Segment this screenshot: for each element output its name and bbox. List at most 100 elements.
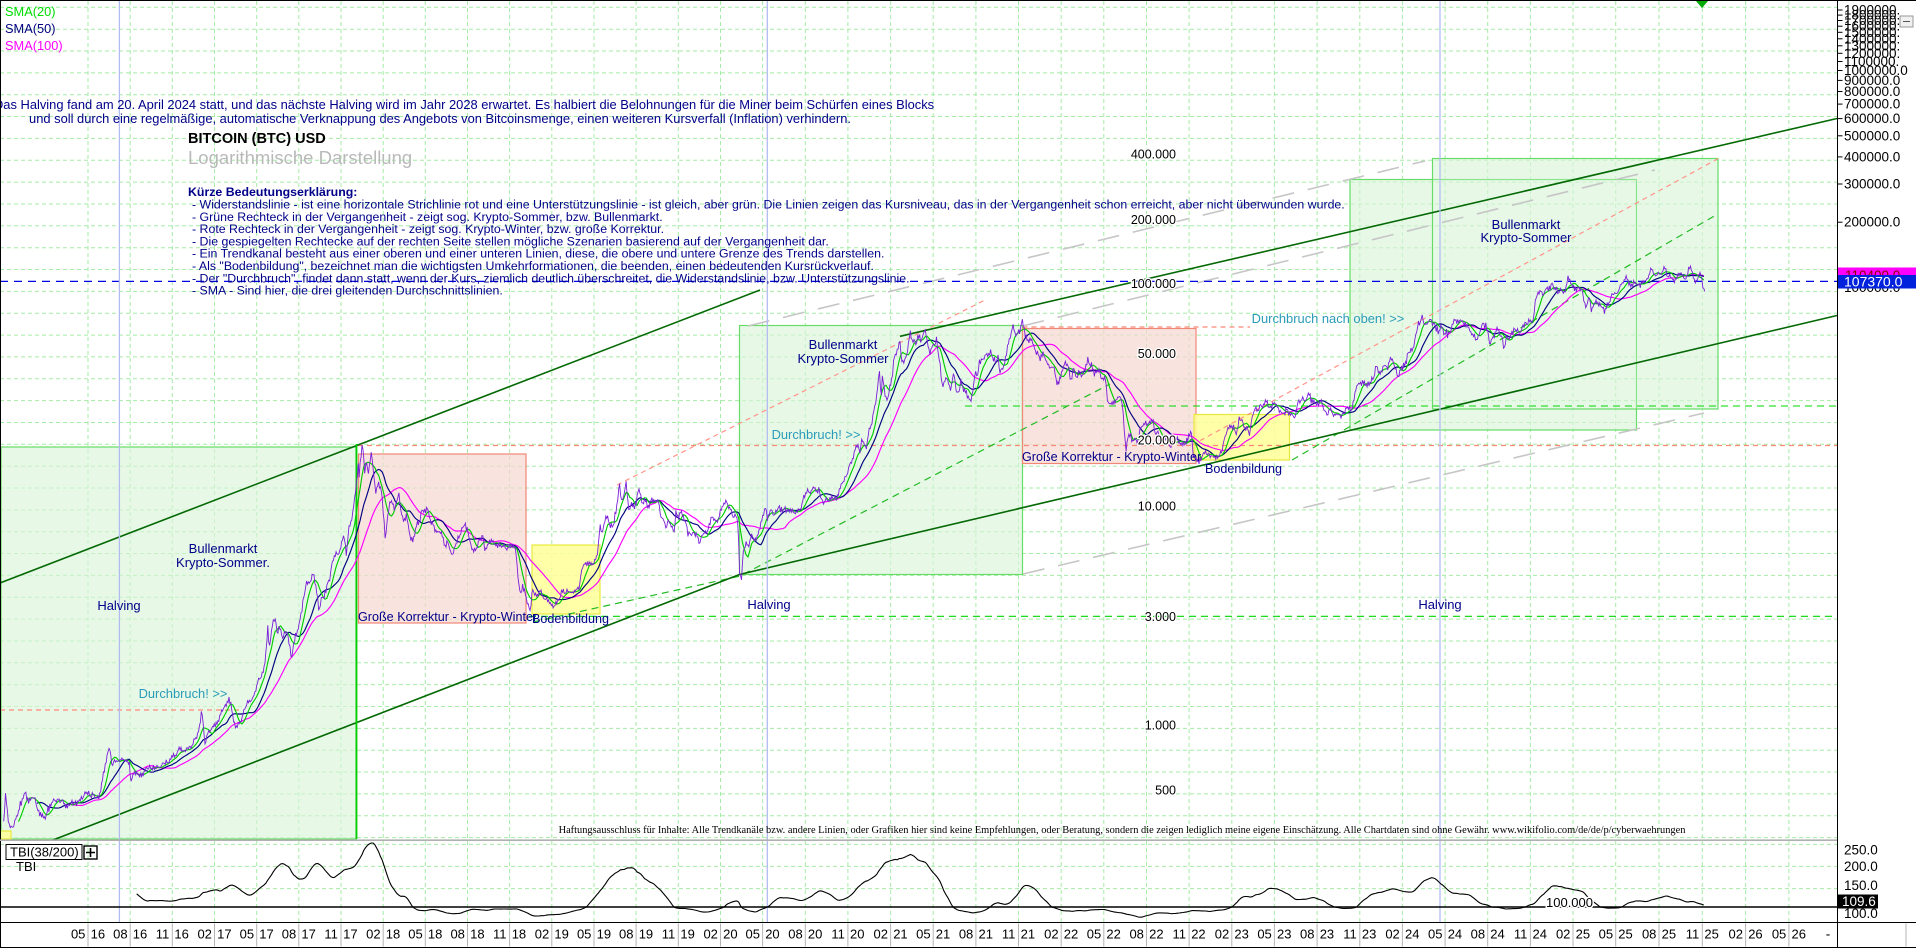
svg-text:100.0: 100.0 — [1844, 906, 1878, 921]
svg-text:1500000.: 1500000. — [1844, 25, 1900, 40]
svg-text:11 25: 11 25 — [1686, 927, 1719, 942]
svg-text:08 23: 08 23 — [1300, 927, 1334, 942]
svg-text:- Die gespiegelten Rechtecke a: - Die gespiegelten Rechtecke auf der rec… — [192, 234, 829, 248]
svg-text:08 16: 08 16 — [113, 927, 147, 942]
svg-text:TBI: TBI — [16, 859, 36, 874]
svg-text:Bullenmarkt: Bullenmarkt — [809, 337, 878, 352]
svg-text:11 18: 11 18 — [493, 927, 526, 942]
svg-text:800000.0: 800000.0 — [1844, 84, 1900, 99]
svg-text:900000.0: 900000.0 — [1844, 73, 1900, 88]
svg-text:11 24: 11 24 — [1514, 927, 1547, 942]
svg-text:02 23: 02 23 — [1215, 927, 1249, 942]
svg-text:05 26: 05 26 — [1772, 927, 1806, 942]
svg-text:11 19: 11 19 — [662, 927, 695, 942]
svg-text:05 20: 05 20 — [746, 927, 780, 942]
svg-text:100.000: 100.000 — [1546, 895, 1593, 910]
svg-text:08 20: 08 20 — [788, 927, 822, 942]
svg-text:20.000: 20.000 — [1138, 434, 1176, 448]
svg-text:700000.0: 700000.0 — [1844, 97, 1900, 112]
svg-text:50.000: 50.000 — [1138, 347, 1176, 361]
svg-text:300000.0: 300000.0 — [1844, 177, 1900, 192]
svg-text:11 17: 11 17 — [324, 927, 357, 942]
svg-text:05 21: 05 21 — [916, 927, 950, 942]
svg-text:11 21: 11 21 — [1002, 927, 1035, 942]
svg-text:02 26: 02 26 — [1729, 927, 1763, 942]
svg-text:02 22: 02 22 — [1044, 927, 1078, 942]
svg-text:- Grüne Rechteck in der Vergan: - Grüne Rechteck in der Vergangenheit - … — [192, 210, 663, 224]
svg-text:05 22: 05 22 — [1087, 927, 1121, 942]
svg-text:Das Halving fand am 20. April: Das Halving fand am 20. April 2024 statt… — [0, 97, 934, 112]
svg-text:107370.0: 107370.0 — [1844, 274, 1903, 290]
svg-text:02 19: 02 19 — [535, 927, 569, 942]
svg-text:Kürze Bedeutungserklärung:: Kürze Bedeutungserklärung: — [188, 185, 357, 199]
svg-text:- SMA - Sind hier, die drei gl: - SMA - Sind hier, die drei gleitenden D… — [192, 284, 503, 298]
svg-text:600000.0: 600000.0 — [1844, 111, 1900, 126]
svg-text:Krypto-Sommer: Krypto-Sommer — [797, 351, 889, 366]
svg-text:08 18: 08 18 — [450, 927, 484, 942]
svg-text:200.0: 200.0 — [1844, 859, 1878, 874]
svg-text:Bullenmarkt: Bullenmarkt — [1492, 217, 1561, 232]
svg-text:Krypto-Sommer.: Krypto-Sommer. — [176, 555, 270, 570]
svg-text:Halving: Halving — [1418, 597, 1461, 612]
svg-text:1000000.0: 1000000.0 — [1844, 63, 1908, 78]
svg-text:Durchbruch nach oben! >>: Durchbruch nach oben! >> — [1252, 311, 1405, 326]
svg-text:1600000.: 1600000. — [1844, 19, 1900, 34]
svg-text:Haftungsausschluss für Inhalte: Haftungsausschluss für Inhalte: Alle Tre… — [559, 825, 1687, 836]
svg-text:250.0: 250.0 — [1844, 843, 1878, 858]
svg-text:08 21: 08 21 — [959, 927, 993, 942]
svg-text:08 25: 08 25 — [1642, 927, 1676, 942]
svg-text:11 23: 11 23 — [1343, 927, 1376, 942]
svg-text:SMA(100): SMA(100) — [5, 38, 63, 53]
svg-text:05 25: 05 25 — [1599, 927, 1633, 942]
svg-text:Halving: Halving — [747, 597, 790, 612]
svg-text:Logarithmische Darstellung: Logarithmische Darstellung — [188, 147, 412, 168]
svg-text:SMA(50): SMA(50) — [5, 21, 56, 36]
svg-text:05 17: 05 17 — [240, 927, 274, 942]
svg-text:1200000.: 1200000. — [1844, 46, 1900, 61]
svg-text:- Widerstandslinie - ist eine: - Widerstandslinie - ist eine horizontal… — [192, 198, 1345, 212]
svg-text:Halving: Halving — [97, 598, 140, 613]
svg-text:100.000: 100.000 — [1131, 277, 1176, 291]
svg-text:BITCOIN (BTC) USD: BITCOIN (BTC) USD — [188, 131, 326, 147]
svg-text:- Ein Trendkanal besteht aus e: - Ein Trendkanal besteht aus einer obere… — [192, 247, 884, 261]
svg-text:Große Korrektur - Krypto-Winte: Große Korrektur - Krypto-Winter — [358, 610, 537, 624]
svg-text:1700000.: 1700000. — [1844, 13, 1900, 28]
svg-text:1800000.: 1800000. — [1844, 8, 1900, 23]
svg-text:08 17: 08 17 — [282, 927, 316, 942]
svg-text:-: - — [1826, 927, 1831, 942]
svg-text:Durchbruch! >>: Durchbruch! >> — [772, 427, 861, 442]
svg-text:und soll durch eine regelmäßig: und soll durch eine regelmäßige, automat… — [29, 111, 851, 126]
svg-text:05 23: 05 23 — [1257, 927, 1291, 942]
svg-text:Bullenmarkt: Bullenmarkt — [189, 541, 258, 556]
svg-text:500000.0: 500000.0 — [1844, 128, 1900, 143]
svg-text:11 20: 11 20 — [831, 927, 864, 942]
svg-text:TBI(38/200): TBI(38/200) — [10, 845, 79, 860]
svg-text:Große Korrektur - Krypto-Winte: Große Korrektur - Krypto-Winter — [1022, 450, 1201, 464]
svg-text:1300000.: 1300000. — [1844, 38, 1900, 53]
svg-text:- Der "Durchbruch", findet dan: - Der "Durchbruch", findet dann statt, w… — [192, 271, 910, 285]
svg-text:02 25: 02 25 — [1556, 927, 1590, 942]
svg-text:Bodenbildung: Bodenbildung — [532, 612, 609, 626]
svg-text:1.000: 1.000 — [1145, 718, 1176, 732]
svg-text:11 16: 11 16 — [156, 927, 189, 942]
svg-text:05 19: 05 19 — [577, 927, 611, 942]
svg-text:- Rote Rechteck in der Vergang: - Rote Rechteck in der Vergangenheit - z… — [192, 222, 664, 236]
svg-text:02 20: 02 20 — [703, 927, 737, 942]
svg-text:10.000: 10.000 — [1138, 499, 1176, 513]
svg-text:500: 500 — [1155, 784, 1176, 798]
svg-text:08 19: 08 19 — [619, 927, 653, 942]
svg-text:Bodenbildung: Bodenbildung — [1205, 462, 1282, 476]
svg-text:3.000: 3.000 — [1145, 610, 1176, 624]
svg-text:02 17: 02 17 — [197, 927, 231, 942]
svg-text:- Als "Bodenbildung", bezeichn: - Als "Bodenbildung", bezeichnet man die… — [192, 259, 874, 273]
svg-text:08 24: 08 24 — [1471, 927, 1505, 942]
svg-text:1100000.: 1100000. — [1844, 54, 1899, 69]
svg-text:05 18: 05 18 — [408, 927, 442, 942]
svg-text:400.000: 400.000 — [1131, 148, 1176, 162]
svg-text:200.000: 200.000 — [1131, 213, 1176, 227]
svg-text:08 22: 08 22 — [1129, 927, 1163, 942]
svg-text:02 24: 02 24 — [1385, 927, 1419, 942]
svg-text:150.0: 150.0 — [1844, 878, 1878, 893]
svg-text:1400000.: 1400000. — [1844, 31, 1900, 46]
svg-text:200000.0: 200000.0 — [1844, 215, 1900, 230]
